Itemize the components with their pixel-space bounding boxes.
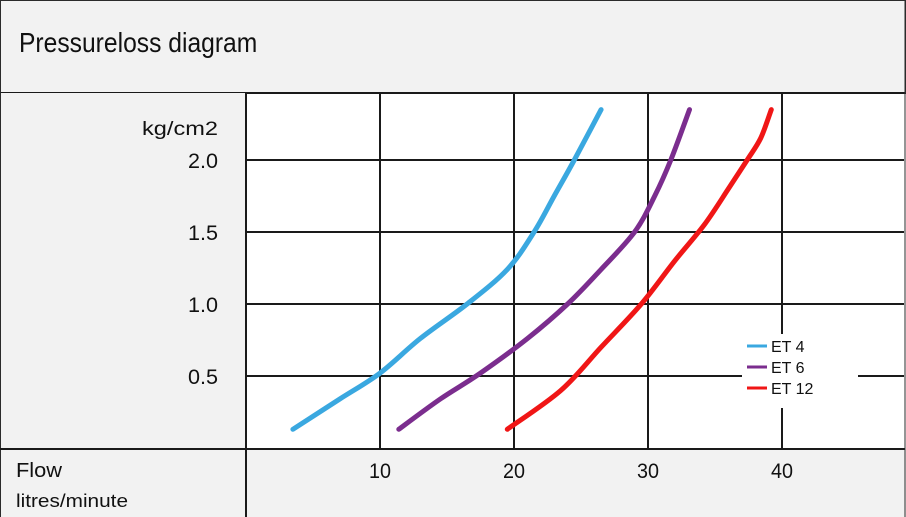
y-axis-unit-label: kg/cm2 xyxy=(142,119,218,140)
series-line-et-12 xyxy=(504,107,774,432)
y-tick-label: 1.0 xyxy=(188,294,218,317)
legend-label: ET 4 xyxy=(771,339,805,356)
x-axis-label-flow: Flow xyxy=(16,460,63,482)
legend-label: ET 12 xyxy=(771,381,814,398)
y-tick-label: 2.0 xyxy=(188,150,218,173)
x-tick-label: 10 xyxy=(369,460,391,483)
title-bar: Pressureloss diagram xyxy=(0,0,906,94)
x-tick-label: 20 xyxy=(503,460,525,483)
y-tick-label: 0.5 xyxy=(188,366,218,389)
x-tick-label: 30 xyxy=(637,460,659,483)
x-axis-footer-bar xyxy=(0,449,906,517)
chart-title: Pressureloss diagram xyxy=(19,27,258,58)
series-line-et-4 xyxy=(290,107,604,432)
legend-label: ET 6 xyxy=(771,360,805,377)
y-axis-label-panel xyxy=(0,93,247,449)
x-axis-label-unit: litres/minute xyxy=(16,491,128,511)
series-line-et-6 xyxy=(396,107,692,432)
x-tick-label: 40 xyxy=(771,460,793,483)
y-tick-label: 1.5 xyxy=(188,222,218,245)
